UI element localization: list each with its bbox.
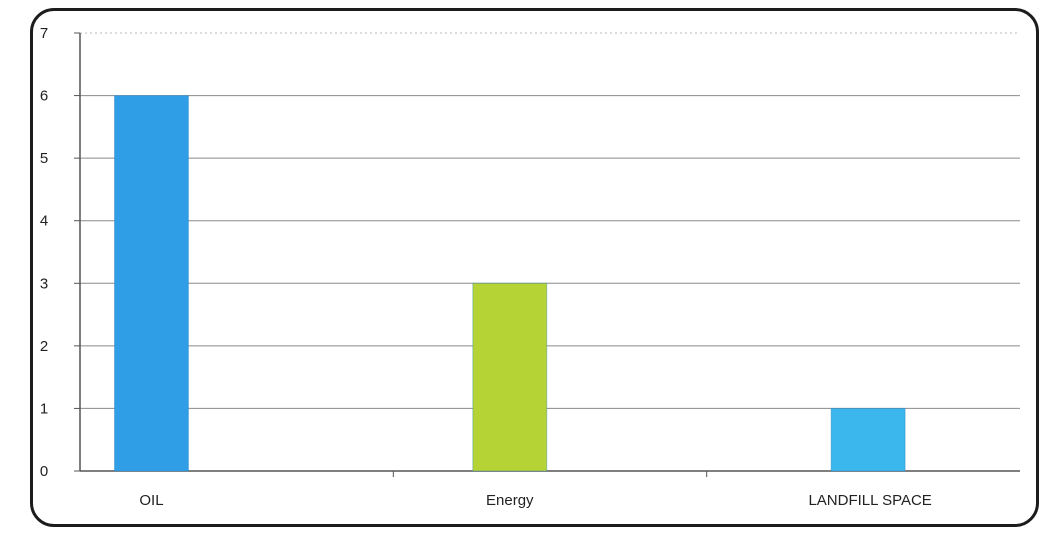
x-tick-label: OIL <box>139 492 163 509</box>
y-tick-label: 1 <box>40 400 48 417</box>
y-tick-label: 2 <box>40 338 48 355</box>
y-tick-label: 6 <box>40 88 48 105</box>
bar-landfill-space <box>830 407 906 472</box>
x-tick-label: Energy <box>486 492 534 509</box>
bar-oil <box>113 95 189 472</box>
y-tick-label: 0 <box>40 463 48 480</box>
y-tick-label: 4 <box>40 213 48 230</box>
x-tick-label: LANDFILL SPACE <box>808 492 931 509</box>
y-tick-label: 5 <box>40 150 48 167</box>
y-tick-label: 3 <box>40 275 48 292</box>
y-tick-label: 7 <box>40 25 48 42</box>
x-tick-labels: OIL Energy LANDFILL SPACE <box>139 471 932 509</box>
bar-energy <box>472 282 548 472</box>
y-tick-labels: 0 1 2 3 4 5 6 7 <box>40 25 80 480</box>
bars <box>113 95 906 472</box>
gridlines <box>80 32 1020 409</box>
